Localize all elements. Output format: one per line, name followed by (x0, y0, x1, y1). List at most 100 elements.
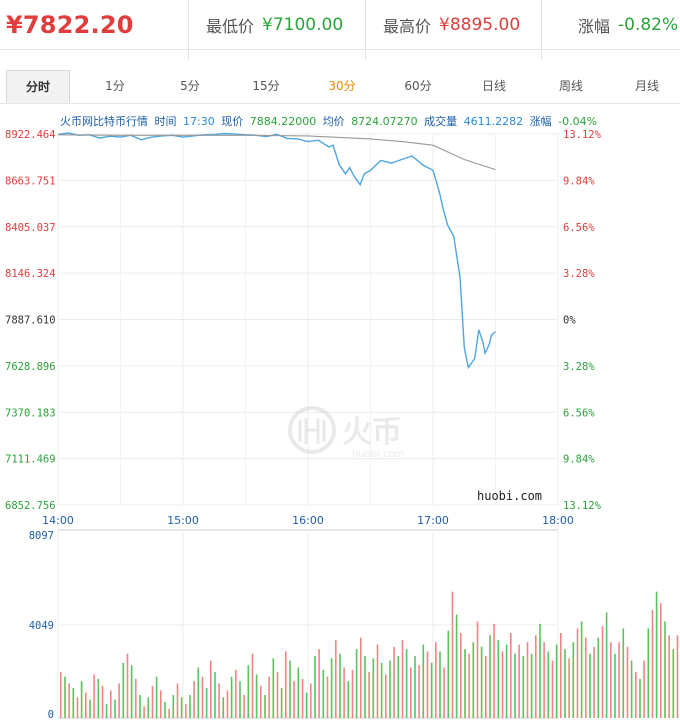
volume-bar (364, 656, 366, 718)
volume-bar (251, 653, 254, 718)
price-lines (57, 132, 496, 370)
y-tick-right: 13.12% (563, 500, 602, 512)
high-price-label: 最高价 (383, 17, 432, 36)
volume-bar (239, 681, 241, 718)
tab-timeshare[interactable]: 分时 (6, 70, 70, 103)
volume-bar (510, 633, 512, 718)
high-price-value: ¥8895.00 (439, 15, 521, 35)
info-volume-label: 成交量 (424, 114, 457, 128)
volume-bar (401, 639, 404, 718)
volume-bar (447, 630, 450, 718)
volume-grid (57, 529, 559, 719)
y-tick-left: 6852.756 (5, 500, 56, 512)
x-tick-label: 15:00 (167, 514, 199, 527)
tab-30min[interactable]: 30分 (328, 79, 356, 93)
volume-bar (110, 690, 112, 718)
volume-bar (497, 639, 500, 718)
volume-bar (380, 662, 383, 718)
volume-bar (564, 649, 566, 718)
volume-y-tick: 0 (48, 709, 54, 721)
tabs-divider (0, 103, 680, 104)
high-price-stat: 最高价 ¥8895.00 (383, 0, 520, 50)
volume-y-tick: 4049 (29, 620, 54, 632)
volume-bar (343, 667, 345, 718)
y-tick-left: 7887.610 (5, 315, 56, 327)
volume-bar (551, 660, 554, 718)
low-price-value: ¥7100.00 (262, 15, 344, 35)
volume-bar (80, 681, 83, 718)
volume-bar (168, 708, 170, 718)
volume-bar (593, 646, 595, 718)
volume-bar (351, 669, 354, 718)
tab-60min[interactable]: 60分 (404, 79, 432, 93)
change-label: 涨幅 (578, 17, 611, 36)
volume-bar (572, 642, 575, 718)
volume-bar (218, 683, 220, 718)
volume-bar (305, 692, 308, 718)
volume-bar (643, 660, 645, 718)
interval-tabs: 分时 1分 5分 15分 30分 60分 日线 周线 月线 (0, 70, 680, 104)
info-time-label: 时间 (155, 115, 177, 128)
volume-bar (585, 637, 587, 718)
volume-bar (543, 642, 545, 718)
volume-bar (235, 669, 237, 718)
volume-bar (230, 676, 233, 718)
volume-bar (485, 656, 487, 718)
volume-bar (397, 656, 400, 718)
y-tick-right: 9.84% (563, 175, 595, 187)
volume-bar (460, 633, 462, 718)
volume-bar (430, 662, 433, 718)
tab-1min[interactable]: 1分 (105, 79, 125, 93)
volume-bar (655, 591, 658, 718)
volume-bar (160, 690, 162, 718)
volume-bar (451, 591, 454, 718)
volume-bar (660, 603, 662, 718)
volume-bar (122, 662, 125, 718)
volume-bar (147, 697, 150, 718)
info-price-label: 现价 (221, 115, 243, 128)
volume-bar (372, 658, 375, 718)
x-tick-label: 16:00 (292, 514, 324, 527)
volume-bar (472, 642, 475, 718)
volume-bar (476, 621, 479, 718)
volume-bar (580, 621, 583, 718)
volume-bar (143, 706, 145, 718)
y-tick-right: 3.28% (563, 268, 595, 280)
tab-15min[interactable]: 15分 (252, 79, 280, 93)
volume-bar (601, 626, 604, 718)
volume-bar (276, 672, 279, 718)
y-tick-right: 13.12% (563, 129, 602, 141)
volume-bar (293, 681, 295, 718)
volume-bar (468, 653, 470, 718)
y-tick-left: 8663.751 (5, 175, 56, 187)
volume-bar (126, 653, 129, 718)
volume-bar (176, 683, 179, 718)
y-tick-left: 7370.183 (5, 407, 56, 419)
info-avg-label: 均价 (323, 115, 345, 128)
volume-bar (330, 658, 333, 718)
volume-bar (151, 685, 154, 718)
volume-bar (247, 665, 250, 718)
volume-bar (180, 697, 183, 718)
volume-bar (539, 623, 541, 718)
price-grid (57, 133, 559, 506)
volume-bar (89, 699, 91, 718)
volume-bar (272, 658, 275, 718)
volume-bar (289, 660, 291, 718)
volume-bar (414, 656, 416, 718)
tab-5min[interactable]: 5分 (180, 79, 200, 93)
tab-weekly[interactable]: 周线 (558, 79, 583, 93)
volume-bar (630, 660, 633, 718)
tab-daily[interactable]: 日线 (481, 79, 506, 93)
volume-bar (618, 642, 620, 718)
x-tick-label: 14:00 (42, 514, 74, 527)
volume-bar (389, 660, 391, 718)
volume-bar (222, 697, 225, 718)
y-tick-right: 3.28% (563, 361, 595, 373)
low-price-label: 最低价 (206, 17, 255, 36)
volume-bar (64, 676, 66, 718)
tab-monthly[interactable]: 月线 (634, 79, 659, 93)
volume-bar (664, 621, 666, 718)
y-tick-left: 8146.324 (5, 268, 56, 280)
